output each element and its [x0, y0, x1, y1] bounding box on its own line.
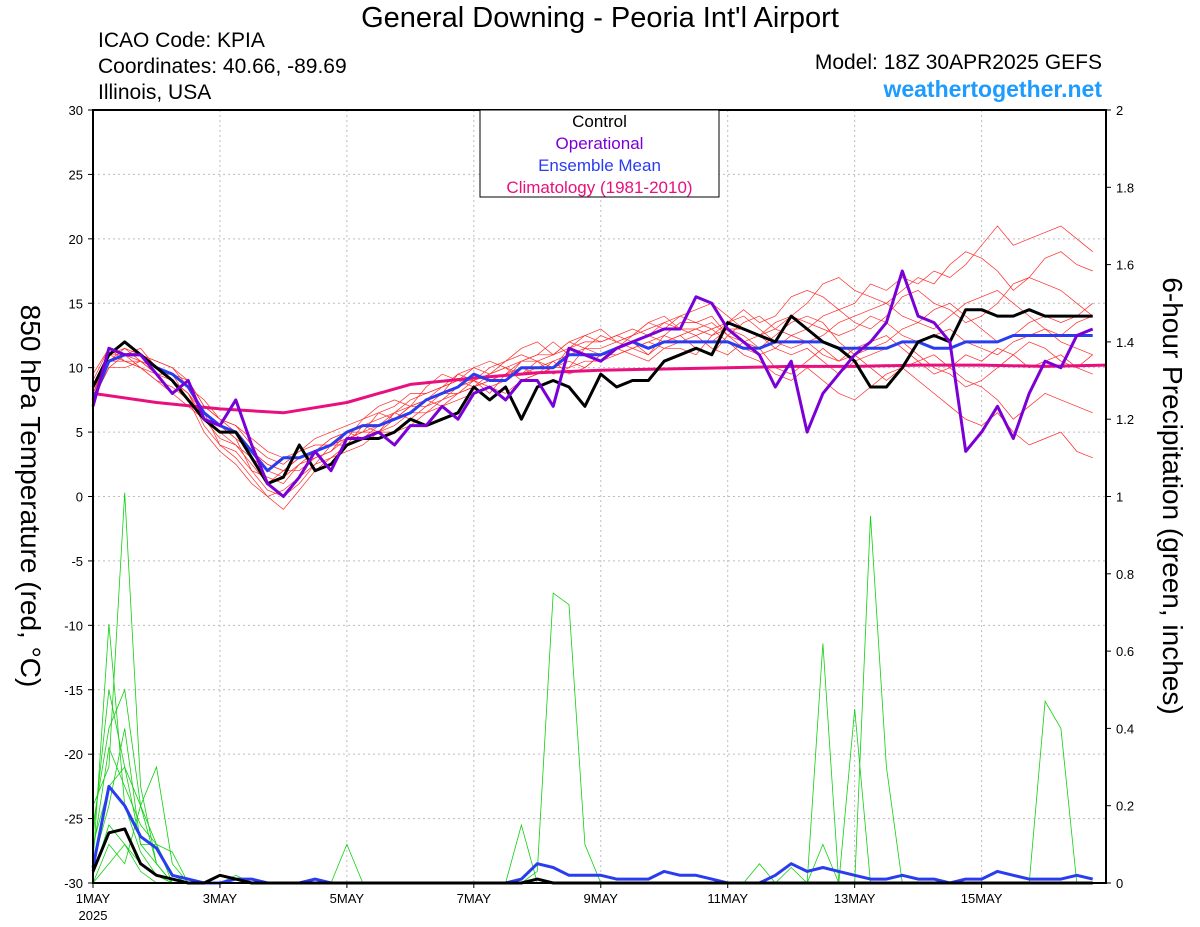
precip-member-line [92, 492, 1093, 884]
temp-member-line [92, 289, 1093, 478]
legend-entry: Ensemble Mean [538, 156, 661, 175]
temp-member-line [92, 315, 1093, 485]
precip-ensemble-mean-line [91, 784, 1094, 885]
y-left-tick-label: -25 [64, 812, 83, 827]
y-left-tick-label: -15 [64, 683, 83, 698]
x-tick-label-year: 2025 [79, 908, 108, 923]
precip-member-line [92, 700, 1093, 884]
temp-control-line [91, 308, 1093, 486]
y-right-tick-label: 1.2 [1116, 412, 1134, 427]
region: Illinois, USA [98, 81, 212, 104]
y-left-tick-label: 15 [69, 296, 83, 311]
precip-member-line [92, 643, 1093, 884]
y-left-tick-label: 10 [69, 361, 83, 376]
precip-member-line [92, 623, 1093, 884]
y-right-tick-label: 0.8 [1116, 567, 1134, 582]
y-right-tick-label: 0.6 [1116, 644, 1134, 659]
icao-code: ICAO Code: KPIA [98, 29, 265, 52]
y-left-tick-label: 20 [69, 232, 83, 247]
y-right-tick-label: 0 [1116, 876, 1123, 891]
site-link[interactable]: weathertogether.net [883, 76, 1102, 102]
axes: 302520151050-5-10-15-20-25-3021.81.61.41… [64, 103, 1134, 923]
temp-climatology-line [92, 363, 1107, 415]
legend-box [479, 109, 720, 198]
temp-members [92, 225, 1093, 510]
y-left-tick-label: 30 [69, 103, 83, 118]
coordinates: Coordinates: 40.66, -89.69 [98, 55, 347, 78]
y-left-tick-label: 25 [69, 167, 83, 182]
legend-entry: Control [572, 112, 627, 131]
x-tick-label: 5MAY [330, 891, 365, 906]
temp-member-line [92, 328, 1093, 472]
grid [93, 110, 1106, 883]
main-series [91, 269, 1107, 885]
y-right-tick-label: 0.4 [1116, 721, 1134, 736]
y-left-tick-label: -20 [64, 747, 83, 762]
precip-members [92, 492, 1093, 884]
y-right-tick-label: 1.4 [1116, 335, 1134, 350]
temp-member-line [92, 277, 1093, 497]
model-run: Model: 18Z 30APR2025 GEFS [814, 51, 1102, 74]
y-right-tick-label: 1 [1116, 490, 1123, 505]
precip-member-line [92, 709, 1093, 884]
legend: Control Operational Ensemble Mean Climatolo… [479, 109, 720, 198]
temp-member-line [92, 251, 1093, 465]
y-right-tick-label: 1.6 [1116, 258, 1134, 273]
precip-member-line [92, 728, 1093, 884]
x-tick-label: 7MAY [457, 891, 492, 906]
y-left-tick-label: -5 [71, 554, 83, 569]
x-tick-label: 13MAY [834, 891, 876, 906]
y-left-tick-label: -10 [64, 618, 83, 633]
y-right-tick-label: 0.2 [1116, 799, 1134, 814]
x-tick-label: 1MAY [76, 891, 111, 906]
y-right-tick-label: 1.8 [1116, 180, 1134, 195]
x-tick-label: 15MAY [961, 891, 1003, 906]
y-left-tick-label: -30 [64, 876, 83, 891]
legend-entry: Operational [556, 134, 644, 153]
x-tick-label: 9MAY [584, 891, 619, 906]
precip-member-line [92, 592, 1093, 884]
temp-member-line [92, 315, 1093, 510]
temp-operational-line [91, 269, 1094, 498]
y-left-tick-label: 0 [76, 490, 83, 505]
y-left-tick-label: 5 [76, 425, 83, 440]
y-right-tick-label: 2 [1116, 103, 1123, 118]
precip-member-line [92, 804, 1093, 884]
x-tick-label: 11MAY [707, 891, 748, 906]
chart-title: General Downing - Peoria Int'l Airport [361, 2, 839, 34]
legend-entry: Climatology (1981-2010) [506, 178, 692, 197]
x-tick-label: 3MAY [203, 891, 238, 906]
